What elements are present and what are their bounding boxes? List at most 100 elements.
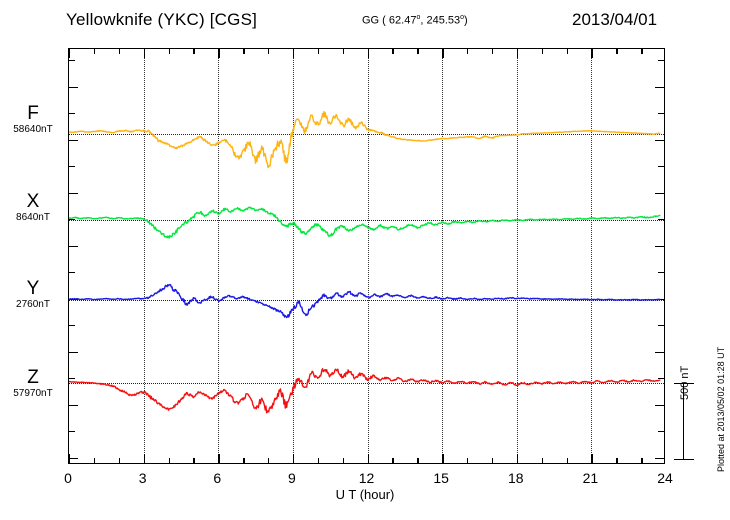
xtick-bottom-20 xyxy=(566,458,568,463)
ytick-right-4 xyxy=(658,166,664,168)
ytick-right-13 xyxy=(655,404,664,406)
plot-inner xyxy=(69,49,664,463)
component-symbol-y: Y xyxy=(26,278,40,299)
ytick-left-10 xyxy=(69,325,75,327)
x-tick-label-6: 6 xyxy=(213,470,222,486)
coord-system-label: GG xyxy=(362,14,380,27)
coord-close-paren: ) xyxy=(464,14,468,27)
longitude-value: 245.53 xyxy=(426,14,461,27)
ytick-left-5 xyxy=(69,192,78,194)
xtick-bottom-6 xyxy=(218,454,220,463)
xtick-top-21 xyxy=(591,49,593,58)
observation-date: 2013/04/01 xyxy=(572,10,658,29)
xtick-bottom-3 xyxy=(143,454,146,463)
xtick-top-1 xyxy=(93,49,96,54)
xtick-top-5 xyxy=(193,49,195,54)
ytick-left-7 xyxy=(69,245,78,247)
ytick-right-11 xyxy=(655,351,664,353)
component-baseline-z: 57970nT xyxy=(13,388,53,399)
ytick-left-13 xyxy=(69,404,78,406)
coord-separator: , xyxy=(420,14,427,27)
x-tick-label-3: 3 xyxy=(138,470,147,486)
component-label-z: Z 57970nT xyxy=(0,368,66,400)
ytick-left-15 xyxy=(69,457,78,459)
xtick-top-20 xyxy=(566,49,568,54)
ytick-left-14 xyxy=(69,431,75,433)
xtick-top-11 xyxy=(342,49,345,54)
xtick-top-7 xyxy=(243,49,245,54)
xtick-top-13 xyxy=(392,49,394,54)
x-tick-label-12: 12 xyxy=(358,470,375,486)
ytick-right-1 xyxy=(655,86,664,88)
gridline-hour-6 xyxy=(218,49,220,463)
component-baseline-y: 2760nT xyxy=(16,299,50,310)
component-symbol-z: Z xyxy=(27,367,39,388)
plot-area xyxy=(68,48,665,464)
latitude-value: 62.47 xyxy=(388,14,417,27)
xtick-bottom-5 xyxy=(193,458,195,463)
ytick-left-11 xyxy=(69,351,78,353)
ytick-right-12 xyxy=(658,378,664,380)
xtick-bottom-15 xyxy=(442,454,444,463)
ytick-right-6 xyxy=(658,219,664,221)
xtick-top-9 xyxy=(292,49,295,58)
xtick-top-8 xyxy=(268,49,270,54)
component-baseline-x: 8640nT xyxy=(16,212,50,223)
xtick-bottom-18 xyxy=(516,454,519,463)
baseline-y xyxy=(69,300,664,301)
xtick-top-16 xyxy=(467,49,469,54)
trace-x xyxy=(69,206,661,239)
xtick-top-3 xyxy=(143,49,146,58)
degree-sign-lat: o xyxy=(416,14,421,21)
xtick-top-15 xyxy=(442,49,444,58)
gridline-hour-12 xyxy=(367,49,369,463)
xtick-bottom-19 xyxy=(541,458,544,463)
gridline-hour-15 xyxy=(442,49,444,463)
xtick-top-12 xyxy=(367,49,369,58)
degree-sign-lon: o xyxy=(460,14,465,21)
ytick-left-3 xyxy=(69,139,78,141)
component-label-x: X 8640nT xyxy=(0,192,66,224)
scale-bar xyxy=(670,383,699,461)
ytick-right-0 xyxy=(658,60,664,62)
xtick-bottom-22 xyxy=(616,458,618,463)
ytick-right-8 xyxy=(658,272,664,274)
xtick-bottom-7 xyxy=(243,458,245,463)
x-tick-label-15: 15 xyxy=(433,470,449,486)
gridline-hour-9 xyxy=(292,49,294,463)
x-tick-label-18: 18 xyxy=(507,470,524,486)
x-tick-label-9: 9 xyxy=(287,470,296,486)
xtick-bottom-12 xyxy=(367,454,369,463)
xtick-top-10 xyxy=(317,49,320,54)
scale-bar-label: 500 nT xyxy=(679,365,691,400)
gridline-hour-21 xyxy=(591,49,593,463)
ytick-left-12 xyxy=(69,378,75,380)
xtick-bottom-8 xyxy=(268,458,270,463)
ytick-left-1 xyxy=(69,86,78,88)
xtick-bottom-23 xyxy=(641,458,643,463)
xtick-bottom-13 xyxy=(392,458,394,463)
xtick-top-14 xyxy=(417,49,419,54)
baseline-z xyxy=(69,383,664,384)
gridline-hour-3 xyxy=(143,49,145,463)
xtick-top-23 xyxy=(641,49,643,54)
xtick-bottom-21 xyxy=(591,454,593,463)
ytick-right-7 xyxy=(655,245,664,247)
xtick-bottom-4 xyxy=(168,458,170,463)
ytick-right-2 xyxy=(658,113,664,115)
ytick-left-6 xyxy=(69,219,75,221)
baseline-x xyxy=(69,220,664,221)
xtick-bottom-16 xyxy=(467,458,469,463)
ytick-right-10 xyxy=(658,325,664,327)
ytick-left-4 xyxy=(69,166,75,168)
ytick-right-5 xyxy=(655,192,664,194)
xtick-bottom-2 xyxy=(118,458,121,463)
xtick-top-6 xyxy=(218,49,220,58)
component-label-f: F 58640nT xyxy=(0,104,66,136)
xtick-top-18 xyxy=(516,49,519,58)
ytick-left-0 xyxy=(69,60,75,62)
xtick-top-19 xyxy=(541,49,544,54)
xtick-bottom-14 xyxy=(417,458,419,463)
ytick-right-14 xyxy=(658,431,664,433)
